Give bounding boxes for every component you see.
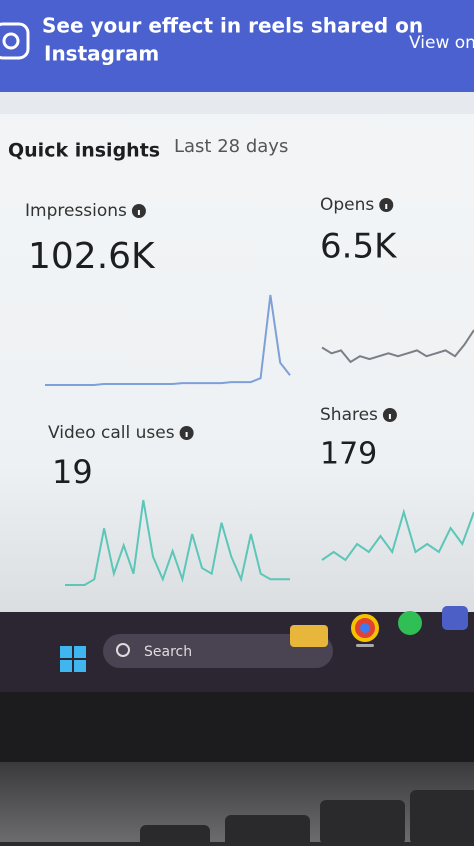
banner-title: Instagram bbox=[44, 42, 159, 66]
search-box[interactable] bbox=[103, 634, 333, 668]
banner-title: See your effect in reels shared on bbox=[42, 14, 423, 38]
key bbox=[320, 800, 405, 845]
logo-tile bbox=[74, 660, 86, 672]
instagram-icon-lens bbox=[2, 32, 20, 50]
sparkline bbox=[45, 294, 291, 386]
period[interactable]: Last 28 days bbox=[174, 136, 288, 157]
logo-tile bbox=[60, 646, 72, 658]
banner bbox=[0, 0, 474, 92]
search-icon bbox=[116, 643, 130, 657]
search-placeholder: Search bbox=[144, 644, 192, 660]
banner-link[interactable]: View on bbox=[409, 33, 474, 53]
instagram-icon bbox=[0, 22, 30, 60]
metric-label: Shares bbox=[320, 405, 378, 425]
key bbox=[140, 825, 210, 846]
logo-tile bbox=[74, 646, 86, 658]
sparkline bbox=[321, 508, 474, 562]
windows-logo[interactable] bbox=[60, 646, 86, 672]
widget-icon[interactable] bbox=[290, 625, 328, 647]
metric-label: Impressions bbox=[25, 201, 127, 221]
whatsapp-icon[interactable] bbox=[398, 611, 422, 635]
sparkline bbox=[321, 329, 474, 364]
metric-value: 179 bbox=[320, 437, 377, 472]
bezel bbox=[0, 692, 474, 762]
metric-label: Opens bbox=[320, 195, 374, 215]
key bbox=[225, 815, 310, 846]
metric-label: Video call uses bbox=[48, 423, 175, 443]
metric-value: 6.5K bbox=[320, 227, 398, 267]
divider bbox=[0, 92, 474, 114]
chrome-center bbox=[360, 623, 370, 633]
metric-value: 102.6K bbox=[28, 236, 156, 277]
key bbox=[410, 790, 474, 845]
sparkline bbox=[65, 499, 290, 586]
metric-value: 19 bbox=[52, 453, 93, 491]
section-title: Quick insights bbox=[8, 140, 160, 162]
active-indicator bbox=[356, 644, 374, 647]
logo-tile bbox=[60, 660, 72, 672]
teams-icon[interactable] bbox=[442, 606, 468, 630]
